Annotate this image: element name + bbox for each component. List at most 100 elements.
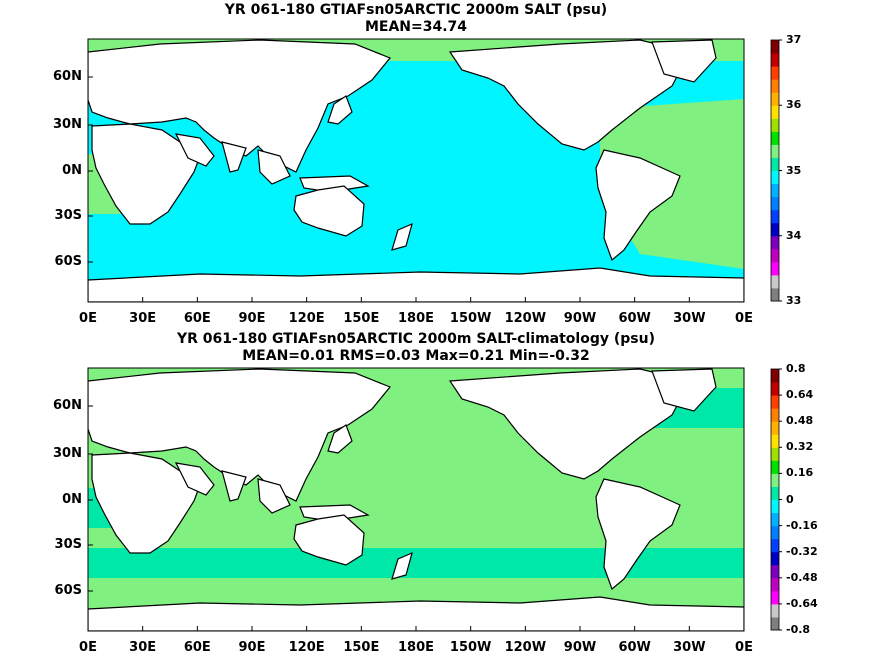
top-lat-label: 0N (62, 163, 82, 178)
bottom-colorbar-segment (771, 538, 779, 553)
bottom-colorbar-segment (771, 603, 779, 618)
bottom-colorbar-segment (771, 486, 779, 500)
top-map-title: YR 061-180 GTIAFsn05ARCTIC 2000m SALT (p… (224, 2, 608, 18)
top-lon-label: 60E (183, 311, 211, 326)
top-colorbar-label: 37 (786, 33, 802, 46)
top-lon-label: 0E (79, 311, 97, 326)
top-colorbar-segment (771, 157, 779, 171)
bottom-colorbar-label: -0.48 (786, 570, 818, 584)
bottom-colorbar-label: 0.32 (786, 440, 814, 454)
top-lon-label: 120W (504, 311, 547, 326)
top-lat-label: 30N (53, 117, 82, 132)
top-lon-label: 90W (563, 311, 597, 326)
bottom-lon-label: 90E (238, 640, 266, 655)
top-colorbar-segment (771, 235, 779, 250)
top-lat-label: 60N (53, 69, 82, 84)
bottom-colorbar-segment (771, 421, 779, 435)
top-map-mean: MEAN=34.74 (364, 19, 468, 35)
bottom-colorbar-segment (771, 447, 779, 461)
bottom-lat-label: 0N (62, 492, 82, 507)
top-colorbar-segment (771, 222, 779, 237)
bottom-lon-label: 150W (449, 640, 492, 655)
bottom-map (88, 368, 744, 631)
top-colorbar-segment (771, 92, 779, 106)
top-colorbar-label: 33 (786, 294, 802, 307)
bottom-colorbar-segment (771, 499, 779, 514)
bottom-colorbar-segment (771, 408, 779, 422)
top-colorbar-label: 35 (786, 163, 802, 177)
bottom-lon-label: 60E (183, 640, 211, 655)
bottom-lon-label: 0E (735, 640, 753, 655)
bottom-lon-label: 120E (288, 640, 325, 655)
top-colorbar-segment (771, 131, 779, 145)
top-colorbar-segment (771, 79, 779, 93)
bottom-colorbar-segment (771, 382, 779, 396)
top-colorbar-segment (771, 196, 779, 211)
bottom-lon-label: 150E (343, 640, 380, 655)
bottom-lon-label: 0E (79, 640, 97, 655)
top-colorbar-segment (771, 170, 779, 185)
top-colorbar-segment (771, 66, 779, 80)
top-colorbar-label: 34 (786, 228, 802, 242)
bottom-colorbar-segment (771, 369, 779, 383)
bottom-map-stats: MEAN=0.01 RMS=0.03 Max=0.21 Min=-0.32 (242, 348, 590, 364)
top-lat-label: 30S (54, 208, 82, 223)
bottom-lon-label: 90W (563, 640, 597, 655)
bottom-colorbar-label: -0.64 (786, 596, 818, 610)
bottom-colorbar-label: -0.32 (786, 544, 818, 558)
top-colorbar-segment (771, 118, 779, 132)
bottom-colorbar-segment (771, 564, 779, 579)
bottom-colorbar-label: 0.48 (786, 414, 814, 428)
bottom-colorbar-segment (771, 525, 779, 540)
top-colorbar-segment (771, 105, 779, 119)
top-map (88, 39, 744, 302)
bottom-colorbar-label: 0.64 (786, 388, 814, 402)
bottom-colorbar-label: 0.8 (786, 362, 806, 375)
bottom-lat-label: 60S (54, 583, 82, 598)
bottom-lon-label: 120W (504, 640, 547, 655)
top-lon-label: 0E (735, 311, 753, 326)
top-colorbar-segment (771, 261, 779, 276)
top-colorbar-segment (771, 287, 779, 302)
bottom-lon-label: 180E (397, 640, 435, 655)
top-colorbar-segment (771, 183, 779, 198)
top-lon-label: 120E (288, 311, 325, 326)
bottom-southern-band (88, 548, 744, 578)
bottom-lon-label: 60W (618, 640, 651, 655)
top-lon-label: 60W (618, 311, 651, 326)
top-colorbar-segment (771, 209, 779, 224)
top-lon-label: 90E (238, 311, 266, 326)
top-lon-label: 180E (397, 311, 435, 326)
top-colorbar-label: 36 (786, 98, 802, 112)
bottom-lon-label: 30E (129, 640, 157, 655)
bottom-colorbar-segment (771, 434, 779, 448)
bottom-colorbar-segment (771, 616, 779, 631)
bottom-colorbar-segment (771, 395, 779, 409)
top-lon-label: 150E (343, 311, 380, 326)
bottom-lat-label: 30N (53, 446, 82, 461)
bottom-colorbar-segment (771, 473, 779, 487)
bottom-colorbar-label: -0.8 (786, 623, 811, 636)
bottom-colorbar-segment (771, 460, 779, 474)
bottom-map-title: YR 061-180 GTIAFsn05ARCTIC 2000m SALT-cl… (177, 331, 655, 347)
bottom-colorbar-segment (771, 551, 779, 566)
top-lon-label: 30W (673, 311, 706, 326)
bottom-lat-label: 60N (53, 398, 82, 413)
top-lon-label: 30E (129, 311, 157, 326)
bottom-colorbar-segment (771, 590, 779, 605)
bottom-lat-label: 30S (54, 537, 82, 552)
top-colorbar-segment (771, 274, 779, 289)
top-colorbar-segment (771, 40, 779, 54)
top-colorbar-segment (771, 248, 779, 263)
top-colorbar-segment (771, 144, 779, 158)
bottom-colorbar-label: -0.16 (786, 518, 818, 532)
bottom-colorbar-segment (771, 512, 779, 527)
top-colorbar-segment (771, 53, 779, 67)
bottom-colorbar-label: 0 (786, 492, 794, 506)
bottom-lon-label: 30W (673, 640, 706, 655)
bottom-colorbar-segment (771, 577, 779, 592)
bottom-colorbar-label: 0.16 (786, 466, 814, 480)
top-lat-label: 60S (54, 254, 82, 269)
top-lon-label: 150W (449, 311, 492, 326)
